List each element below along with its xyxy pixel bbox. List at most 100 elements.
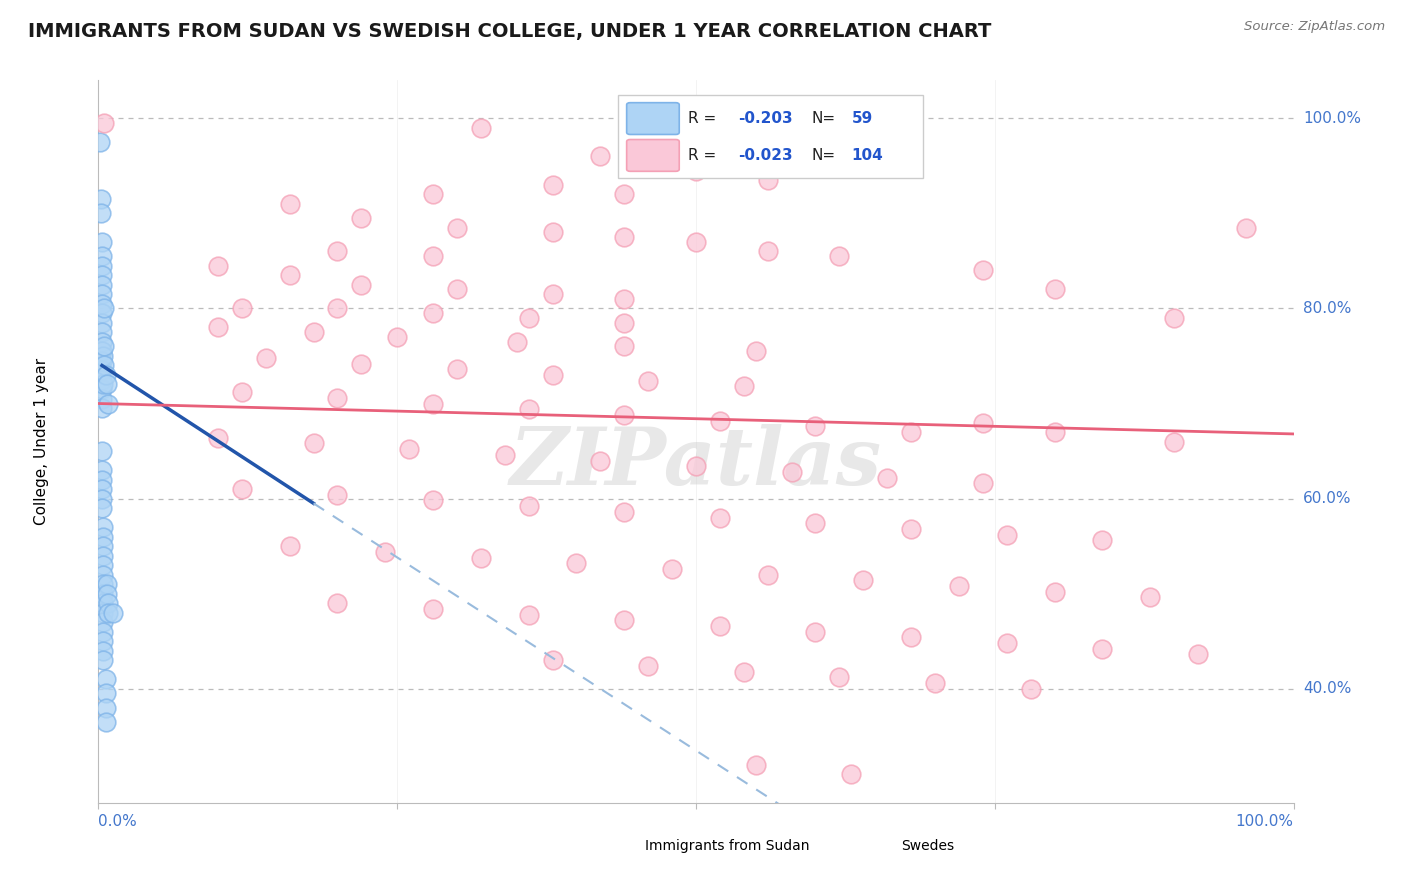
Point bbox=[804, 419, 827, 434]
Point bbox=[91, 349, 114, 363]
Point bbox=[91, 382, 114, 396]
Point bbox=[94, 368, 117, 382]
Point bbox=[350, 357, 373, 371]
Point bbox=[91, 277, 114, 292]
Point bbox=[91, 401, 114, 416]
Point bbox=[91, 558, 114, 573]
Point bbox=[302, 325, 325, 339]
Text: 104: 104 bbox=[852, 148, 883, 163]
Point bbox=[756, 173, 779, 187]
Point bbox=[91, 268, 114, 282]
Point bbox=[541, 226, 564, 240]
Point bbox=[91, 259, 114, 273]
Text: -0.203: -0.203 bbox=[738, 112, 793, 126]
Point bbox=[637, 374, 659, 388]
Text: N=: N= bbox=[811, 148, 837, 163]
Text: ZIPatlas: ZIPatlas bbox=[510, 425, 882, 502]
Text: 59: 59 bbox=[852, 112, 873, 126]
Point bbox=[1043, 282, 1066, 296]
Point bbox=[91, 530, 114, 544]
Text: College, Under 1 year: College, Under 1 year bbox=[34, 358, 49, 525]
Point bbox=[94, 672, 117, 686]
Point bbox=[350, 277, 373, 292]
Point bbox=[541, 178, 564, 192]
Point bbox=[745, 757, 768, 772]
Text: R =: R = bbox=[688, 112, 721, 126]
Point bbox=[1187, 648, 1209, 662]
Point bbox=[91, 334, 114, 349]
Point bbox=[91, 653, 114, 667]
Point bbox=[565, 556, 588, 570]
Point bbox=[422, 187, 444, 202]
Point bbox=[745, 344, 768, 359]
Text: N=: N= bbox=[811, 112, 837, 126]
Point bbox=[780, 465, 803, 479]
Point bbox=[326, 391, 349, 405]
Point bbox=[589, 149, 612, 163]
Point bbox=[900, 425, 922, 439]
Point bbox=[97, 596, 120, 610]
Point bbox=[94, 700, 117, 714]
Point bbox=[326, 244, 349, 259]
Point bbox=[541, 653, 564, 667]
Point bbox=[91, 287, 114, 301]
Point bbox=[91, 463, 114, 477]
Point bbox=[804, 624, 827, 639]
Point bbox=[1163, 434, 1185, 449]
Point bbox=[924, 676, 946, 690]
Point bbox=[93, 359, 115, 373]
Point bbox=[1043, 425, 1066, 439]
Point bbox=[422, 306, 444, 320]
Point bbox=[900, 631, 922, 645]
Point bbox=[900, 522, 922, 536]
Point bbox=[589, 453, 612, 467]
Point bbox=[709, 414, 731, 428]
Point bbox=[804, 120, 827, 135]
Point bbox=[398, 442, 420, 457]
Point bbox=[96, 577, 118, 591]
Point bbox=[385, 330, 409, 344]
Point bbox=[90, 192, 112, 206]
FancyBboxPatch shape bbox=[627, 103, 679, 135]
Point bbox=[254, 351, 277, 365]
Point bbox=[90, 206, 112, 220]
Point bbox=[91, 549, 114, 563]
Point bbox=[91, 587, 114, 601]
Point bbox=[93, 339, 115, 353]
Text: Source: ZipAtlas.com: Source: ZipAtlas.com bbox=[1244, 20, 1385, 33]
Text: 60.0%: 60.0% bbox=[1303, 491, 1351, 506]
Point bbox=[91, 344, 114, 359]
Point bbox=[685, 235, 707, 249]
Point bbox=[1043, 584, 1066, 599]
Point bbox=[91, 444, 114, 458]
Point bbox=[101, 606, 124, 620]
Point bbox=[91, 325, 114, 339]
Point bbox=[207, 320, 229, 334]
Point bbox=[756, 567, 779, 582]
Point bbox=[302, 436, 325, 450]
Point bbox=[733, 379, 755, 393]
FancyBboxPatch shape bbox=[855, 834, 896, 858]
Point bbox=[828, 670, 851, 684]
Text: 0.0%: 0.0% bbox=[98, 814, 138, 830]
Text: 80.0%: 80.0% bbox=[1303, 301, 1351, 316]
Point bbox=[91, 473, 114, 487]
Point bbox=[89, 135, 111, 149]
Point bbox=[422, 249, 444, 263]
Point bbox=[96, 587, 118, 601]
Point bbox=[374, 545, 396, 559]
Point bbox=[422, 602, 444, 616]
Point bbox=[326, 596, 349, 610]
Point bbox=[1234, 220, 1257, 235]
Point bbox=[207, 259, 229, 273]
Point bbox=[94, 686, 117, 700]
Point bbox=[948, 579, 970, 593]
Point bbox=[972, 476, 994, 491]
Point bbox=[91, 615, 114, 630]
Point bbox=[94, 714, 117, 729]
Point bbox=[91, 363, 114, 377]
Point bbox=[97, 396, 120, 410]
Point bbox=[470, 120, 492, 135]
Point bbox=[517, 310, 540, 325]
Point bbox=[972, 416, 994, 430]
